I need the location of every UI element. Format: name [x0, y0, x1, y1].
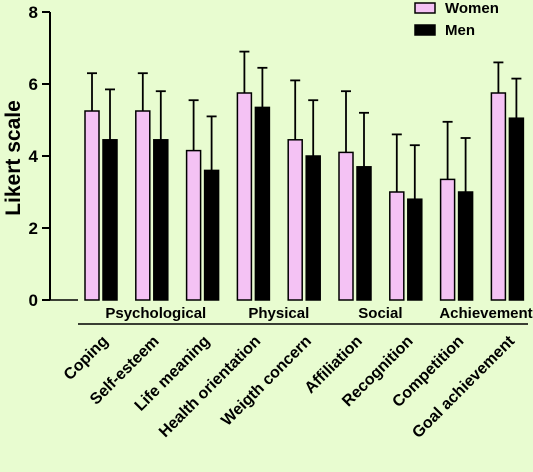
bar-men — [203, 169, 220, 301]
bar-men — [508, 117, 525, 301]
legend-label: Men — [445, 22, 475, 39]
category-label: Weigth concern — [218, 333, 315, 430]
category-label: Coping — [61, 333, 112, 384]
bar-men — [457, 191, 474, 301]
category-label: Goal achievement — [409, 332, 518, 441]
bar-men — [153, 139, 169, 301]
legend-label: Women — [445, 0, 499, 17]
bar-women — [389, 191, 405, 301]
bar-women — [84, 110, 100, 301]
group-label: Psychological — [105, 305, 206, 322]
bar-women — [287, 139, 303, 301]
y-tick-label: 4 — [29, 147, 39, 166]
y-tick-label: 6 — [29, 75, 38, 94]
y-tick-label: 8 — [29, 3, 38, 22]
legend-swatch — [414, 24, 436, 36]
bar-women — [236, 92, 253, 301]
bar-men — [407, 198, 423, 301]
group-label: Social — [358, 305, 402, 322]
bar-men — [305, 155, 321, 301]
bar-women — [338, 151, 354, 301]
y-tick-label: 2 — [29, 219, 38, 238]
bar-women — [185, 149, 202, 301]
y-tick-label: 0 — [29, 291, 38, 310]
y-axis-label: Likert scale — [2, 100, 25, 216]
bar-men — [254, 106, 271, 301]
bar-men — [356, 166, 372, 301]
legend-swatch — [414, 2, 436, 14]
bar-women — [135, 110, 151, 301]
bar-women — [439, 178, 456, 301]
bar-women — [490, 92, 507, 301]
group-label: Physical — [248, 305, 309, 322]
group-label: Achievement — [439, 305, 532, 322]
bar-men — [102, 139, 118, 301]
